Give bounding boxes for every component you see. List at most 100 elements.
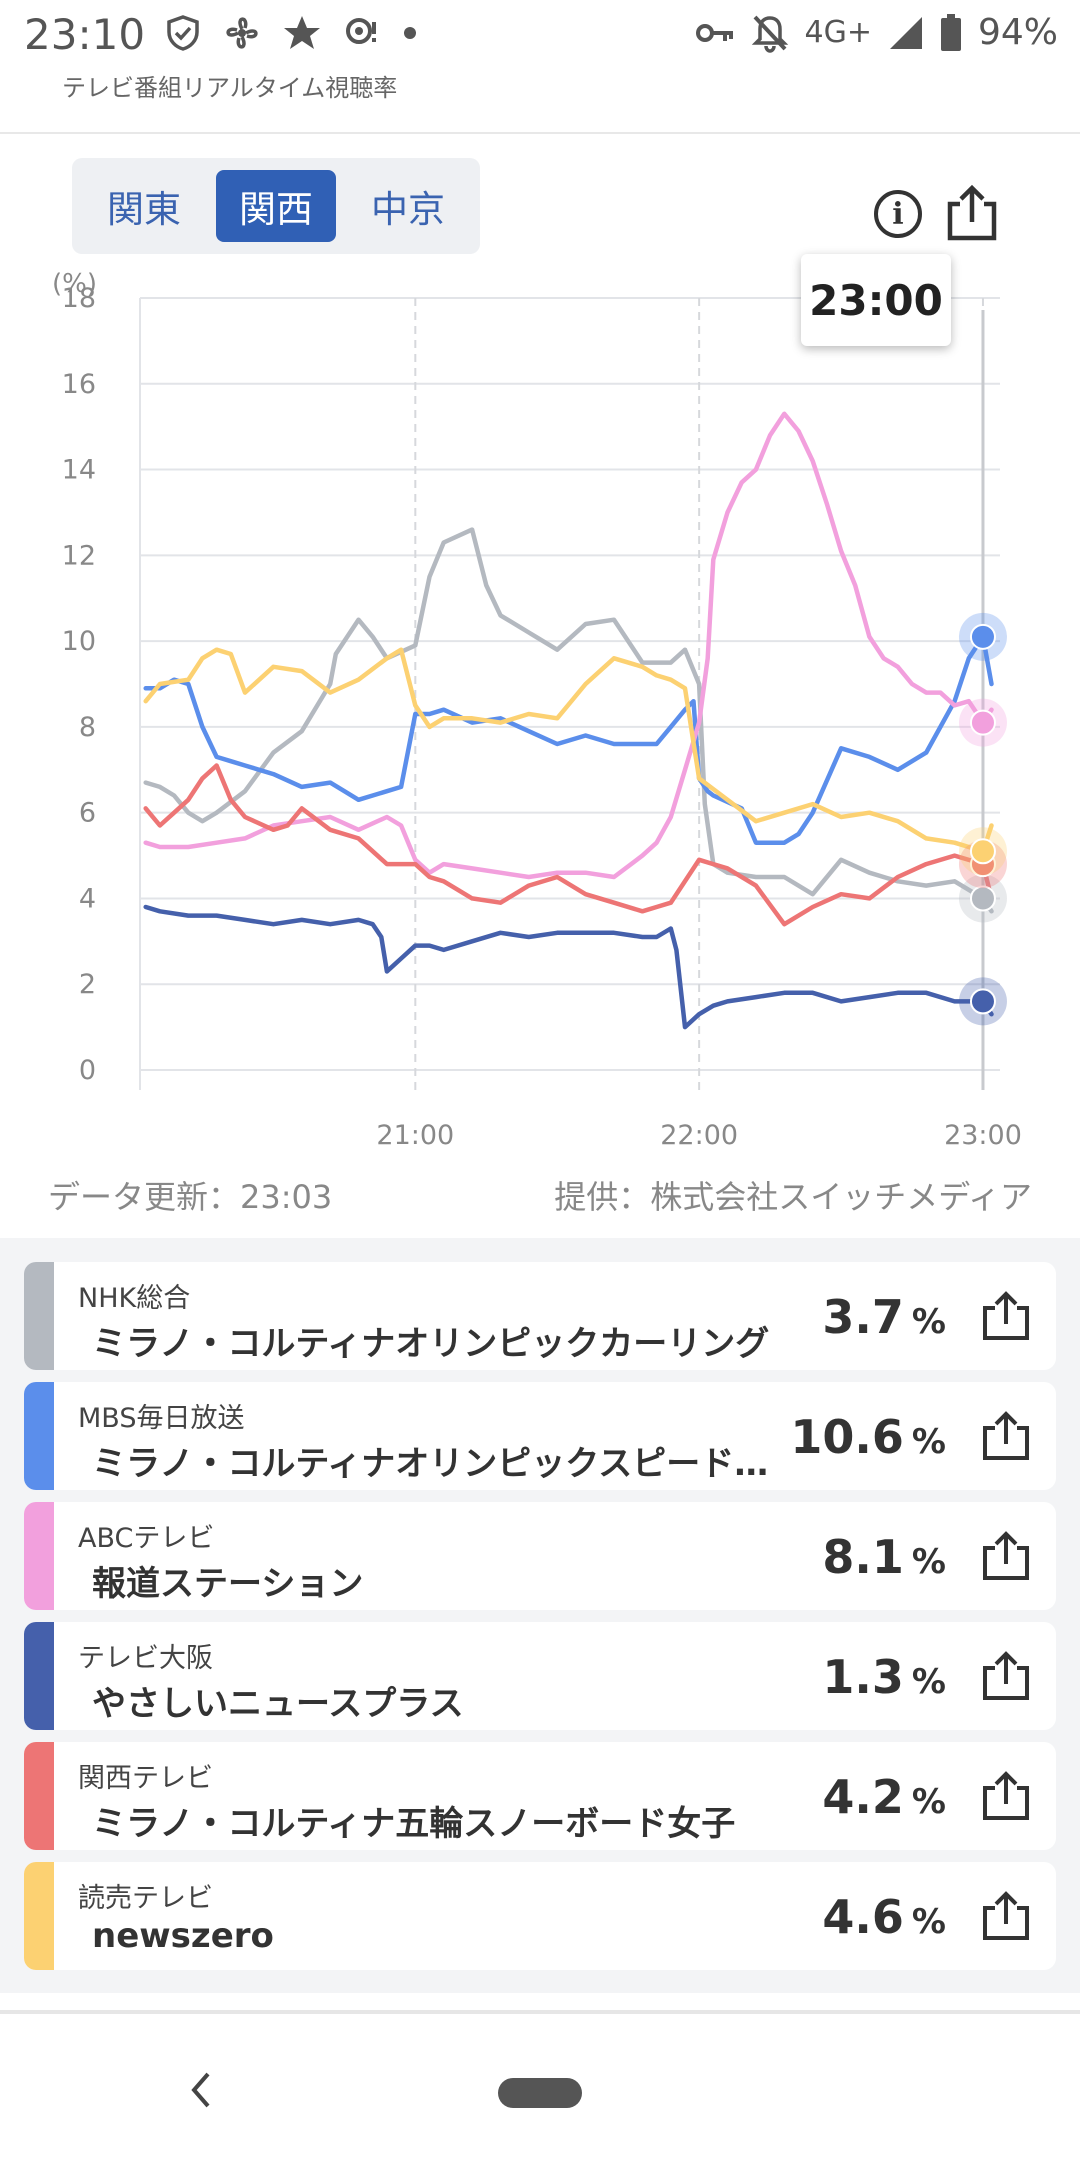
series-line xyxy=(143,904,994,1030)
rating-number: 8.1 xyxy=(822,1530,904,1584)
chart-markers xyxy=(958,612,1007,1026)
y-tick-label: 14 xyxy=(62,455,96,486)
channel-color-bar xyxy=(24,1622,54,1730)
rating-number: 10.6 xyxy=(790,1410,904,1464)
channel-list: NHK総合 ミラノ・コルティナオリンピックカーリング 3.7% MBS毎日放送 … xyxy=(0,1238,1080,1993)
rating-unit: % xyxy=(911,1542,946,1582)
series-line xyxy=(143,527,994,914)
home-pill-icon[interactable] xyxy=(498,2078,582,2108)
channel-card-abc[interactable]: ABCテレビ 報道ステーション 8.1% xyxy=(24,1502,1056,1610)
chart-series xyxy=(143,411,994,1030)
channel-name: 読売テレビ xyxy=(78,1883,213,1914)
fan-icon xyxy=(226,17,258,49)
x-axis-labels: 21:00 22:00 23:00 xyxy=(376,1120,1021,1150)
network-type: 4G+ xyxy=(804,15,872,50)
channel-card-ytv[interactable]: 読売テレビ newszero 4.6% xyxy=(24,1862,1056,1970)
key-icon xyxy=(695,23,733,42)
x-tick-label: 23:00 xyxy=(944,1120,1022,1150)
dot-icon xyxy=(404,27,416,39)
shield-check-icon xyxy=(167,15,199,51)
channel-name: ABCテレビ xyxy=(78,1523,215,1554)
program-name: やさしいニュースプラス xyxy=(92,1684,464,1724)
share-icon[interactable] xyxy=(944,184,1000,242)
app-subtitle: テレビ番組リアルタイム視聴率 xyxy=(62,74,398,102)
share-icon[interactable] xyxy=(980,1890,1032,1942)
series-marker xyxy=(969,709,996,736)
rating-number: 4.6 xyxy=(822,1890,904,1944)
y-tick-label: 8 xyxy=(79,712,96,743)
header-divider xyxy=(0,132,1080,134)
channel-card-nhk[interactable]: NHK総合 ミラノ・コルティナオリンピックカーリング 3.7% xyxy=(24,1262,1056,1370)
rating-unit: % xyxy=(911,1662,946,1702)
share-icon[interactable] xyxy=(980,1410,1032,1462)
rating-value: 3.7% xyxy=(822,1290,946,1344)
program-name: ミラノ・コルティナオリンピックカーリング xyxy=(92,1324,770,1364)
viewership-chart[interactable]: (%) 18 16 14 12 10 8 6 4 2 0 21:00 22:00 23:00 xyxy=(0,270,1080,1150)
rating-value: 1.3% xyxy=(822,1650,946,1704)
tab-kanto[interactable]: 関東 xyxy=(107,188,181,231)
y-tick-label: 2 xyxy=(79,969,96,1000)
program-name: newszero xyxy=(92,1916,274,1956)
rating-unit: % xyxy=(911,1902,946,1942)
time-tooltip: 23:00 xyxy=(801,254,951,346)
y-axis-unit: (%) xyxy=(52,270,97,299)
series-marker xyxy=(969,838,996,865)
status-bar: 23:10 4G+ 94% xyxy=(0,0,1080,70)
program-name: 報道ステーション xyxy=(92,1564,364,1604)
chart-grid xyxy=(139,297,1000,1090)
data-source: 提供：株式会社スイッチメディア xyxy=(554,1178,1032,1216)
rating-unit: % xyxy=(911,1422,946,1462)
series-line xyxy=(143,763,994,927)
rating-value: 10.6% xyxy=(790,1410,946,1464)
channel-color-bar xyxy=(24,1742,54,1850)
share-icon[interactable] xyxy=(980,1290,1032,1342)
channel-color-bar xyxy=(24,1382,54,1490)
channel-name: MBS毎日放送 xyxy=(78,1403,245,1434)
rating-unit: % xyxy=(911,1782,946,1822)
info-icon[interactable]: i xyxy=(874,190,922,238)
star-icon xyxy=(284,16,320,49)
x-tick-label: 21:00 xyxy=(376,1120,454,1150)
rating-number: 4.2 xyxy=(822,1770,904,1824)
channel-card-tvo[interactable]: テレビ大阪 やさしいニュースプラス 1.3% xyxy=(24,1622,1056,1730)
x-tick-label: 22:00 xyxy=(660,1120,738,1150)
series-line xyxy=(143,411,994,880)
y-tick-label: 18 xyxy=(62,283,96,314)
y-tick-label: 16 xyxy=(62,369,96,400)
status-icons-left xyxy=(165,14,417,52)
series-marker xyxy=(969,885,996,912)
rating-unit: % xyxy=(911,1302,946,1342)
system-nav-bar xyxy=(0,2010,1080,2160)
tab-chukyo[interactable]: 中京 xyxy=(371,188,445,231)
rating-value: 8.1% xyxy=(822,1530,946,1584)
channel-card-mbs[interactable]: MBS毎日放送 ミラノ・コルティナオリンピックスピードスケート 10.6% xyxy=(24,1382,1056,1490)
back-chevron-icon[interactable] xyxy=(186,2070,216,2110)
series-marker xyxy=(969,623,996,650)
series-marker xyxy=(969,988,996,1015)
region-tabs: 関東 関西 中京 xyxy=(72,158,480,254)
tab-kansai[interactable]: 関西 xyxy=(216,170,336,242)
channel-color-bar xyxy=(24,1862,54,1970)
y-tick-label: 0 xyxy=(79,1055,96,1086)
data-update-time: データ更新：23:03 xyxy=(48,1178,333,1216)
program-name: ミラノ・コルティナ五輪スノーボード女子 xyxy=(92,1804,736,1844)
channel-card-ktv[interactable]: 関西テレビ ミラノ・コルティナ五輪スノーボード女子 4.2% xyxy=(24,1742,1056,1850)
podcast-icon xyxy=(346,18,376,44)
y-tick-label: 12 xyxy=(62,540,96,571)
rating-value: 4.6% xyxy=(822,1890,946,1944)
y-tick-label: 6 xyxy=(79,798,96,829)
share-icon[interactable] xyxy=(980,1650,1032,1702)
battery-icon xyxy=(940,13,961,51)
rating-number: 1.3 xyxy=(822,1650,904,1704)
series-line xyxy=(143,634,994,845)
rating-number: 3.7 xyxy=(822,1290,904,1344)
channel-color-bar xyxy=(24,1502,54,1610)
y-axis-labels: 18 16 14 12 10 8 6 4 2 0 xyxy=(62,283,96,1086)
status-time: 23:10 xyxy=(24,10,146,59)
status-icons-right: 4G+ 94% xyxy=(695,12,1058,53)
series-line xyxy=(143,647,994,854)
rating-value: 4.2% xyxy=(822,1770,946,1824)
share-icon[interactable] xyxy=(980,1770,1032,1822)
share-icon[interactable] xyxy=(980,1530,1032,1582)
y-tick-label: 4 xyxy=(79,883,96,914)
